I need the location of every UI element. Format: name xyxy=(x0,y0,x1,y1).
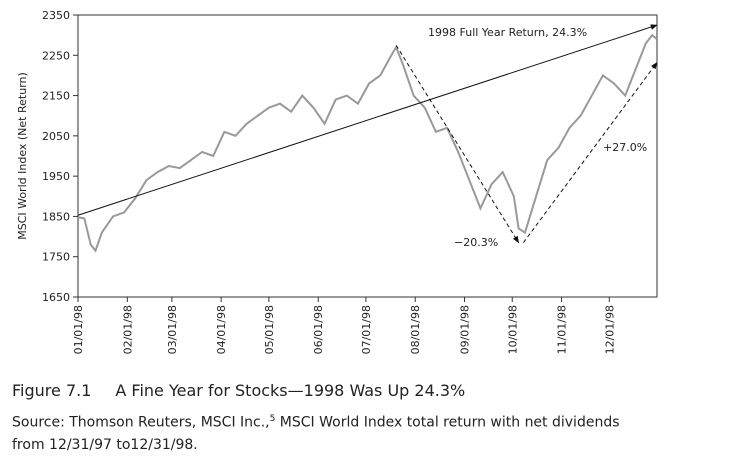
annotation-arrow xyxy=(522,61,658,243)
x-tick-label: 08/01/98 xyxy=(409,305,422,354)
figure-title: A Fine Year for Stocks—1998 Was Up 24.3% xyxy=(115,381,466,400)
x-tick-label: 02/01/98 xyxy=(121,305,134,354)
source-text: Source: Thomson Reuters, MSCI Inc., xyxy=(12,414,270,431)
x-tick-label: 04/01/98 xyxy=(215,305,228,354)
plot-frame xyxy=(77,14,658,298)
y-tick-label: 1750 xyxy=(42,251,70,264)
figure-number: Figure 7.1 xyxy=(12,381,92,400)
y-tick-label: 1850 xyxy=(42,210,70,223)
y-tick-label: 1650 xyxy=(42,291,70,304)
annotation: +27.0% xyxy=(603,141,647,154)
annotation-arrow xyxy=(77,24,658,216)
y-tick-label: 2150 xyxy=(42,90,70,103)
x-tick-label: 11/01/98 xyxy=(556,305,569,354)
y-tick-label: 2350 xyxy=(42,9,70,22)
y-tick-label: 2050 xyxy=(42,130,70,143)
footnote: 5 xyxy=(269,414,276,424)
y-tick-label: 1950 xyxy=(42,170,70,183)
annotation: −20.3% xyxy=(454,236,498,249)
x-tick-label: 12/01/98 xyxy=(603,305,616,354)
x-tick-label: 06/01/98 xyxy=(312,305,325,354)
x-tick-label: 03/01/98 xyxy=(166,305,179,354)
source-text: MSCI World Index total return with net d… xyxy=(12,414,620,453)
annotation-arrow xyxy=(395,44,520,244)
y-axis-label: MSCI World Index (Net Return) xyxy=(16,72,29,240)
x-tick-label: 07/01/98 xyxy=(360,305,373,354)
x-tick-label: 01/01/98 xyxy=(72,305,85,354)
source: Source: Thomson Reuters, MSCI Inc.,5 MSC… xyxy=(12,408,652,456)
y-tick-label: 2250 xyxy=(42,49,70,62)
series-line xyxy=(77,33,658,253)
x-tick-label: 05/01/98 xyxy=(263,305,276,354)
chart: MSCI World Index (Net Return) 1998 Full … xyxy=(16,9,658,354)
figure-caption: Figure 7.1 A Fine Year for Stocks—1998 Wa… xyxy=(12,381,465,400)
x-tick-label: 10/01/98 xyxy=(506,305,519,354)
annotation: 1998 Full Year Return, 24.3% xyxy=(428,26,587,39)
x-tick-label: 09/01/98 xyxy=(459,305,472,354)
